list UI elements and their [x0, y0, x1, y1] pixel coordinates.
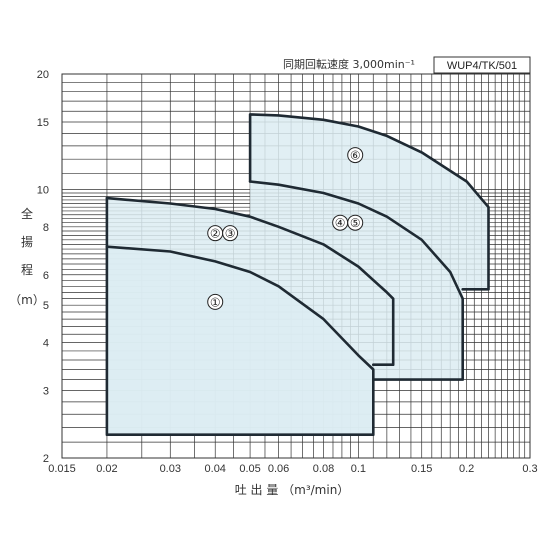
x-tick-label: 0.3: [522, 463, 537, 475]
y-tick-label: 2: [43, 453, 49, 465]
y-tick-label: 10: [37, 185, 49, 197]
x-axis-title: 吐 出 量 （m³/min）: [235, 483, 350, 497]
curve-line: [248, 180, 465, 381]
x-tick-label: 0.15: [411, 463, 432, 475]
curve-label: ⑥: [350, 149, 361, 163]
x-tick-label: 0.1: [351, 463, 366, 475]
performance-regions: [106, 114, 489, 435]
x-tick-label: 0.02: [96, 463, 117, 475]
x-tick-label: 0.04: [205, 463, 226, 475]
y-axis-title-unit: （m）: [9, 293, 45, 307]
curve-line: [105, 196, 395, 367]
y-axis-title-char: 揚: [21, 235, 33, 249]
performance-curves: [105, 113, 490, 437]
plot-frame: [61, 73, 531, 459]
y-axis-title: 全 揚 程 （m）: [9, 206, 45, 307]
curve-label: ⑤: [350, 216, 361, 230]
curve-line: [248, 113, 490, 291]
curve-label-circle: [207, 293, 224, 310]
curve-label-circle: [347, 147, 364, 164]
curve-label: ③: [225, 227, 236, 241]
y-tick-label: 15: [37, 117, 49, 129]
x-tick-label: 0.06: [268, 463, 289, 475]
y-tick-labels: 2 3 4 5 6 8 10 15 20: [37, 69, 49, 465]
y-axis-title-char: 程: [21, 262, 33, 277]
curve-label: ④: [335, 216, 346, 230]
y-axis-title-char: 全: [21, 206, 33, 221]
model-box: [433, 56, 531, 74]
y-tick-label: 6: [43, 270, 49, 282]
model-label: WUP4/TK/501: [447, 60, 517, 72]
y-tick-label: 3: [43, 385, 49, 397]
x-tick-label: 0.05: [239, 463, 260, 475]
y-tick-label: 5: [43, 300, 49, 312]
y-tick-label: 4: [43, 337, 49, 349]
y-tick-label: 8: [43, 222, 49, 234]
x-tick-label: 0.015: [48, 463, 76, 475]
x-tick-label: 0.2: [459, 463, 474, 475]
x-tick-labels: 0.015 0.02 0.03 0.04 0.05 0.06 0.08 0.1 0.15 0.2 0…: [48, 463, 537, 475]
curve-label: ②: [210, 227, 221, 241]
curve-label-circle: [222, 225, 239, 242]
region-fill: [106, 198, 394, 435]
y-tick-label: 20: [37, 69, 49, 81]
region-fill: [250, 114, 489, 299]
speed-header: 同期回転速度 3,000min⁻¹: [283, 57, 415, 71]
curve-label: ①: [210, 295, 221, 309]
x-tick-label: 0.08: [313, 463, 334, 475]
curve-labels: ① ② ③ ④ ⑤ ⑥: [207, 147, 364, 310]
curve-label-circle: [347, 214, 364, 231]
region-fill: [250, 181, 463, 380]
x-tick-label: 0.03: [160, 463, 181, 475]
curve-line: [105, 245, 375, 437]
